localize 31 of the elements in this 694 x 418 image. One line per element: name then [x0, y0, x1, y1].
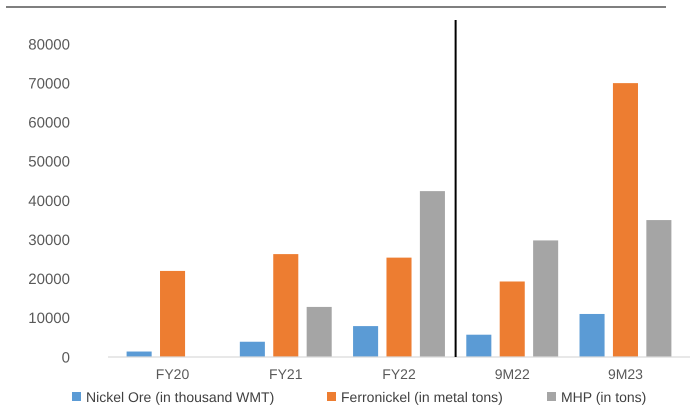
- bar: [353, 326, 378, 357]
- bar: [160, 270, 186, 357]
- bar: [306, 306, 332, 357]
- legend-label: Ferronickel (in metal tons): [341, 388, 503, 405]
- bar: [466, 334, 492, 357]
- x-tick-label: 9M22: [494, 366, 530, 382]
- bar: [533, 240, 558, 357]
- bar: [500, 281, 525, 357]
- x-tick-label: 9M23: [608, 366, 644, 382]
- x-tick-label: FY20: [156, 366, 190, 382]
- y-tick-label: 70000: [28, 75, 70, 92]
- y-tick-label: 50000: [28, 154, 70, 171]
- y-tick-label: 20000: [28, 271, 70, 288]
- y-tick-label: 0: [62, 349, 70, 366]
- bar: [273, 254, 298, 357]
- bar: [612, 83, 638, 357]
- bar: [580, 314, 605, 357]
- y-tick-label: 30000: [28, 232, 70, 249]
- x-tick-label: FY22: [382, 366, 416, 382]
- bar: [646, 220, 672, 357]
- bar: [126, 352, 152, 357]
- y-tick-label: 40000: [28, 192, 70, 210]
- x-tick-label: FY21: [269, 366, 303, 382]
- legend-label: MHP (in tons): [561, 388, 646, 405]
- bar: [386, 258, 412, 357]
- y-tick-label: 80000: [28, 36, 70, 54]
- bar: [420, 191, 445, 357]
- y-tick-label: 60000: [28, 114, 70, 132]
- y-tick-label: 10000: [28, 310, 70, 328]
- bar: [240, 342, 265, 357]
- legend-label: Nickel Ore (in thousand WMT): [86, 388, 274, 405]
